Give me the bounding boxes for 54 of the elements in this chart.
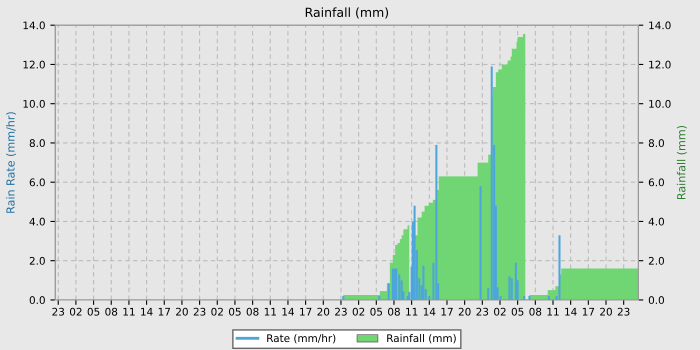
y-tick-label: 4.0 — [30, 218, 45, 226]
chart-title: Rainfall (mm) — [306, 7, 388, 19]
y-tick-label: 8.0 — [30, 139, 45, 148]
x-tick-label: 11 — [264, 308, 276, 316]
x-tick-label: 23 — [52, 308, 64, 316]
y-tick-label: 12.0 — [24, 60, 45, 69]
y2-tick-label: 4.0 — [648, 218, 664, 226]
x-tick-label: 11 — [123, 308, 135, 316]
x-tick-label: 02 — [494, 308, 506, 316]
x-tick-label: 20 — [600, 308, 612, 316]
x-tick-label: 05 — [229, 308, 241, 316]
x-tick-label: 17 — [300, 308, 312, 316]
y2-tick-label: 12.0 — [649, 60, 671, 69]
y-tick-label: 2.0 — [30, 256, 45, 265]
y-tick-label: 10.0 — [24, 100, 45, 108]
x-tick-label: 20 — [317, 308, 330, 316]
y-tick-label: 6.0 — [30, 178, 45, 186]
x-tick-label: 17 — [158, 308, 170, 316]
y2-tick-label: 14.0 — [649, 21, 671, 30]
x-tick-label: 17 — [582, 308, 594, 316]
x-tick-label: 14 — [424, 308, 436, 316]
y2-axis-title: Rainfall (mm) — [676, 126, 687, 200]
x-tick-label: 05 — [512, 308, 524, 316]
x-tick-label: 20 — [458, 308, 471, 316]
x-tick-label: 02 — [70, 308, 82, 316]
x-tick-label: 05 — [370, 308, 382, 316]
x-tick-label: 02 — [211, 308, 223, 316]
x-tick-label: 02 — [352, 308, 364, 316]
x-tick-label: 23 — [194, 308, 206, 316]
x-tick-label: 08 — [105, 308, 118, 316]
x-tick-label: 14 — [565, 308, 577, 316]
legend-label: Rate (mm/hr) — [267, 334, 336, 344]
y2-tick-label: 8.0 — [648, 139, 664, 148]
y2-tick-label: 10.0 — [649, 100, 671, 108]
x-tick-label: 14 — [282, 308, 294, 316]
x-tick-label: 08 — [388, 308, 400, 316]
x-tick-label: 11 — [406, 308, 418, 316]
x-tick-label: 08 — [529, 308, 542, 316]
x-tick-label: 11 — [548, 308, 559, 316]
x-tick-label: 23 — [476, 308, 488, 316]
y-tick-label: 14.0 — [24, 21, 45, 30]
y-tick-label: 0.0 — [30, 296, 45, 304]
x-tick-label: 17 — [441, 308, 453, 316]
x-tick-label: 23 — [335, 308, 347, 316]
y2-tick-label: 6.0 — [648, 178, 664, 186]
y2-tick-label: 2.0 — [648, 256, 664, 265]
x-tick-label: 20 — [176, 308, 188, 316]
y2-tick-label: 0.0 — [648, 296, 664, 304]
y-axis-title: Rain Rate (mm/hr) — [6, 112, 16, 213]
x-tick-label: 23 — [618, 308, 630, 316]
x-tick-label: 08 — [246, 308, 259, 316]
legend-label: Rainfall (mm) — [387, 334, 456, 344]
x-tick-label: 14 — [141, 308, 153, 316]
x-tick-label: 05 — [88, 308, 100, 316]
